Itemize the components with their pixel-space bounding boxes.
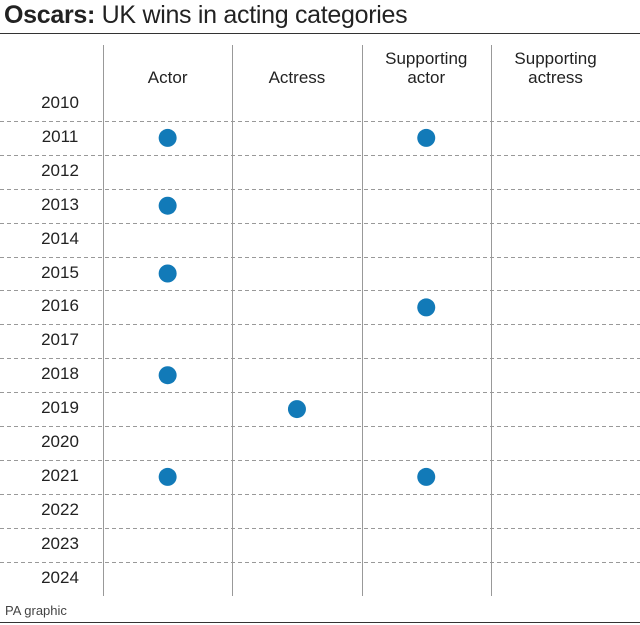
column-header: Actor — [147, 68, 188, 87]
win-dot — [158, 467, 177, 486]
win-dot — [158, 196, 177, 215]
win-dot — [158, 264, 177, 283]
source: PA graphic — [5, 603, 67, 618]
win-dot — [417, 128, 436, 147]
row-label: 2010 — [41, 93, 79, 112]
win-dot — [417, 298, 436, 317]
row-label: 2019 — [41, 398, 79, 418]
row-label: 2018 — [41, 364, 79, 384]
row-label: 2023 — [41, 533, 79, 553]
row-label: 2022 — [41, 499, 79, 519]
win-dot — [158, 128, 177, 147]
row-label: 2013 — [41, 194, 79, 214]
column-header: Actress — [268, 68, 326, 87]
row-label: 2015 — [41, 262, 79, 282]
row-label: 2016 — [41, 296, 79, 316]
row-label: 2014 — [41, 228, 79, 248]
column-header: Supporting actress — [514, 49, 597, 87]
chart-title: Oscars: UK wins in acting categories — [4, 1, 408, 30]
win-dot — [287, 400, 306, 419]
row-label: 2024 — [41, 567, 79, 587]
title-text: UK wins in acting categories — [101, 1, 408, 29]
row-label: 2017 — [41, 330, 79, 350]
title-lead: Oscars: — [4, 1, 96, 29]
column-header: Supporting actor — [385, 49, 468, 87]
row-label: 2020 — [41, 432, 79, 451]
row-label: 2021 — [41, 465, 79, 485]
row-label: 2011 — [41, 126, 79, 146]
win-dot — [158, 366, 177, 385]
row-label: 2012 — [41, 160, 79, 180]
win-dot — [417, 467, 436, 486]
